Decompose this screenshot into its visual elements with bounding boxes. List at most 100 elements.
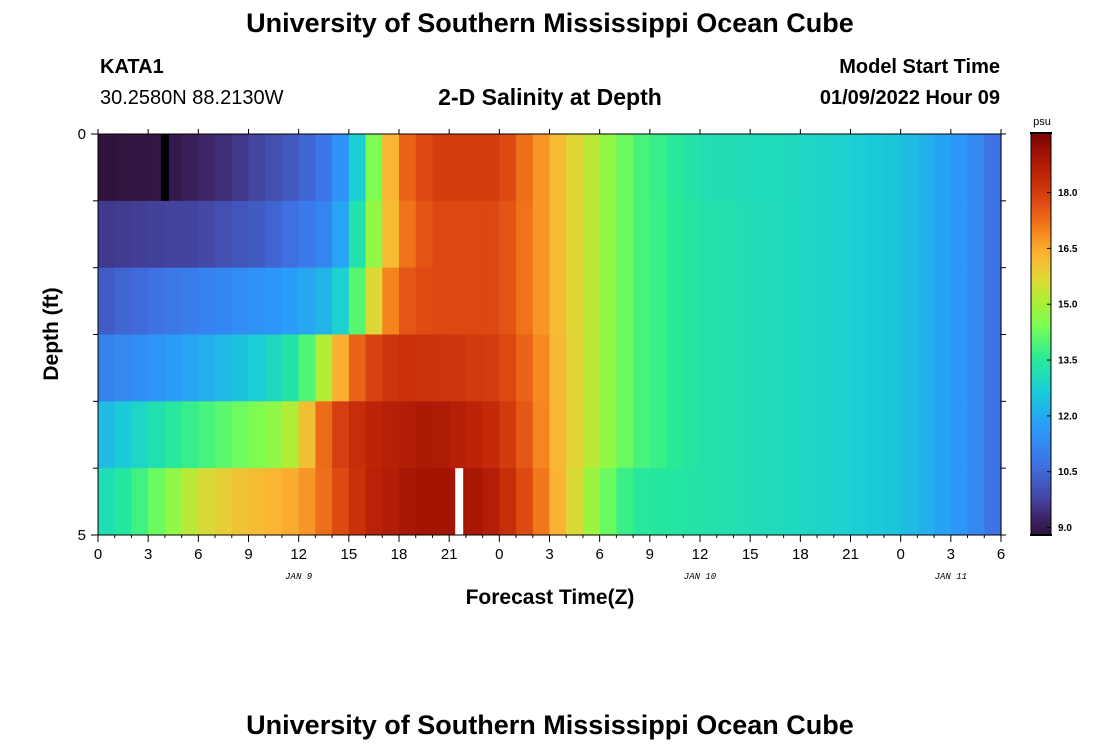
colorbar-swatch bbox=[1031, 163, 1051, 168]
colorbar-swatch bbox=[1031, 153, 1051, 158]
heatmap-cell bbox=[900, 267, 918, 335]
page-title: University of Southern Mississippi Ocean… bbox=[246, 8, 854, 38]
heatmap-cell bbox=[248, 134, 266, 202]
date-labels: JAN 9 JAN 10 JAN 11 bbox=[285, 572, 967, 582]
heatmap-cell bbox=[984, 134, 1002, 202]
heatmap-cell bbox=[181, 267, 199, 335]
heatmap-cell bbox=[231, 401, 250, 469]
colorbar-swatch bbox=[1031, 327, 1051, 332]
heatmap-cell bbox=[566, 200, 584, 269]
colorbar-swatch bbox=[1031, 414, 1051, 419]
colorbar-tick-label: 12.0 bbox=[1058, 411, 1078, 422]
heatmap-cell bbox=[248, 401, 266, 469]
heatmap-cell bbox=[666, 334, 684, 402]
heatmap-cell bbox=[315, 267, 333, 335]
colorbar-swatch bbox=[1031, 149, 1051, 154]
colorbar-unit: psu bbox=[1033, 116, 1051, 128]
colorbar-swatch bbox=[1031, 146, 1051, 151]
colorbar-swatch bbox=[1031, 374, 1051, 379]
heatmap-cell bbox=[98, 134, 116, 202]
heatmap-cell bbox=[532, 200, 551, 269]
heatmap-cell bbox=[733, 468, 751, 536]
heatmap-cell bbox=[984, 334, 1002, 402]
colorbar-swatch bbox=[1031, 173, 1051, 178]
date-label: JAN 11 bbox=[935, 572, 967, 582]
heatmap-cell bbox=[482, 401, 500, 469]
heatmap-cell bbox=[315, 200, 333, 269]
heatmap-cell bbox=[248, 334, 266, 402]
colorbar-swatch bbox=[1031, 364, 1051, 369]
heatmap-cell bbox=[582, 468, 601, 536]
heatmap-cell bbox=[984, 200, 1002, 269]
x-tick-label: 6 bbox=[997, 546, 1005, 563]
x-axis-ticks: 0 3 6 9 12 15 18 21 0 3 6 9 12 15 18 21 0 3 6 bbox=[94, 129, 1005, 563]
missing-cell bbox=[160, 134, 169, 201]
colorbar-swatch bbox=[1031, 193, 1051, 198]
colorbar-tick-label: 18.0 bbox=[1058, 188, 1078, 199]
heatmap-cell bbox=[532, 401, 551, 469]
heatmap-cell bbox=[616, 401, 634, 469]
colorbar-swatch bbox=[1031, 280, 1051, 285]
heatmap-cell bbox=[934, 134, 952, 202]
heatmap-cell bbox=[700, 200, 718, 269]
heatmap-cell bbox=[716, 267, 735, 335]
colorbar-swatch bbox=[1031, 380, 1051, 385]
date-label: JAN 9 bbox=[285, 572, 313, 582]
heatmap-cell bbox=[867, 468, 885, 536]
heatmap-cell bbox=[532, 134, 551, 202]
heatmap-cell bbox=[917, 401, 935, 469]
colorbar-swatch bbox=[1031, 387, 1051, 392]
y-tick-label: 5 bbox=[78, 527, 86, 544]
missing-cell bbox=[455, 468, 464, 535]
heatmap-cell bbox=[900, 334, 918, 402]
colorbar-swatch bbox=[1031, 367, 1051, 372]
heatmap-cell bbox=[867, 401, 885, 469]
heatmap-cell bbox=[582, 200, 601, 269]
heatmap-cell bbox=[883, 134, 902, 202]
colorbar-swatch bbox=[1031, 300, 1051, 305]
colorbar-swatch bbox=[1031, 471, 1051, 476]
heatmap-cell bbox=[783, 334, 801, 402]
heatmap-cell bbox=[298, 401, 316, 469]
colorbar: 9.0 10.5 12.0 13.5 15.0 16.5 18.0 bbox=[1030, 132, 1078, 536]
heatmap-cell bbox=[934, 334, 952, 402]
colorbar-swatch bbox=[1031, 310, 1051, 315]
heatmap-cell bbox=[666, 401, 684, 469]
heatmap-cell bbox=[666, 468, 684, 536]
x-tick-label: 3 bbox=[545, 546, 553, 563]
heatmap-cell bbox=[449, 334, 467, 402]
heatmap-cell bbox=[800, 334, 818, 402]
heatmap-cell bbox=[365, 401, 383, 469]
colorbar-swatch bbox=[1031, 474, 1051, 479]
heatmap-cell bbox=[465, 334, 484, 402]
colorbar-swatch bbox=[1031, 401, 1051, 405]
colorbar-tick-label: 13.5 bbox=[1058, 356, 1078, 367]
heatmap-cell bbox=[750, 401, 768, 469]
heatmap-cell bbox=[315, 334, 333, 402]
colorbar-swatch bbox=[1031, 270, 1051, 275]
heatmap-cell bbox=[131, 134, 149, 202]
colorbar-swatch bbox=[1031, 350, 1051, 355]
heatmap-cell bbox=[850, 401, 868, 469]
heatmap-cell bbox=[599, 468, 617, 536]
x-tick-label: 9 bbox=[646, 546, 654, 563]
heatmap-cell bbox=[833, 468, 852, 536]
colorbar-swatch bbox=[1031, 504, 1051, 509]
heatmap-cell bbox=[800, 401, 818, 469]
colorbar-swatch bbox=[1031, 334, 1051, 338]
heatmap-cell bbox=[599, 200, 617, 269]
colorbar-swatch bbox=[1031, 454, 1051, 459]
heatmap-cell bbox=[215, 200, 233, 269]
heatmap-cell bbox=[298, 334, 316, 402]
colorbar-swatch bbox=[1031, 256, 1051, 261]
heatmap-cell bbox=[298, 468, 316, 536]
heatmap-cell bbox=[633, 267, 651, 335]
colorbar-swatch bbox=[1031, 397, 1051, 402]
heatmap-cell bbox=[867, 134, 885, 202]
heatmap-cell bbox=[181, 401, 199, 469]
heatmap-cell bbox=[198, 200, 216, 269]
colorbar-swatch bbox=[1031, 290, 1051, 295]
x-tick-label: 3 bbox=[144, 546, 152, 563]
heatmap-cell bbox=[164, 401, 183, 469]
heatmap-cell bbox=[934, 267, 952, 335]
